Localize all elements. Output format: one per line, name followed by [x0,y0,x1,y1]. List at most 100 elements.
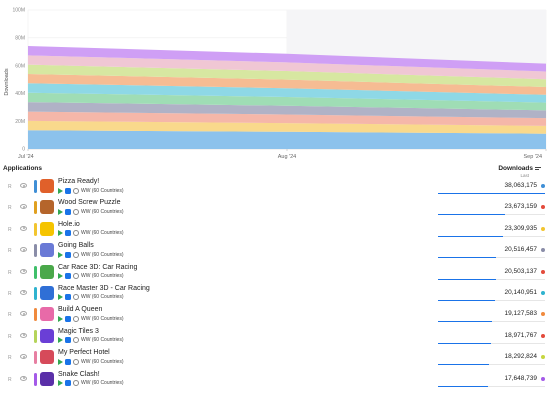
downloads-bar-fill [438,278,496,280]
app-icon[interactable] [40,350,54,365]
app-name[interactable]: Going Balls [58,242,94,250]
table-row[interactable]: R Pizza Ready! WW (60 Countries) 38,063,175 [0,176,551,197]
area-series-4[interactable] [28,92,546,111]
status-dot [541,333,545,338]
downloads-header[interactable]: Downloads [498,165,541,172]
app-store-icon [65,358,71,365]
google-play-icon [58,230,63,237]
globe-icon [73,273,79,280]
y-axis-label: Downloads [4,68,10,95]
y-tick-label: 40M [15,91,25,97]
eye-icon[interactable] [20,354,27,360]
downloads-header-label: Downloads [498,165,533,172]
app-icon[interactable] [40,371,54,386]
app-name[interactable]: Car Race 3D: Car Racing [58,263,138,271]
eye-icon[interactable] [20,247,27,253]
y-tick-label: 20M [15,119,25,125]
region-label: WW (60 Countries) [81,337,124,344]
series-color-swatch [34,372,37,386]
app-icon[interactable] [40,264,54,279]
eye-icon[interactable] [20,289,27,295]
app-icon[interactable] [40,307,54,322]
area-series-1[interactable] [28,120,546,134]
series-color-swatch [34,286,37,300]
status-dot [541,376,545,381]
app-name[interactable]: Wood Screw Puzzle [58,199,121,207]
area-series-6[interactable] [28,73,546,95]
area-series-7[interactable] [28,64,546,88]
app-icon[interactable] [40,285,54,300]
app-name[interactable]: Magic Tiles 3 [58,327,99,335]
app-store-icon [65,251,71,258]
series-color-swatch [34,308,37,322]
google-play-icon [58,273,63,280]
downloads-bar-fill [438,364,490,366]
eye-icon[interactable] [20,204,27,210]
google-play-icon [58,380,63,387]
globe-icon [73,380,79,387]
region-label: WW (60 Countries) [81,230,124,237]
downloads-bar-fill [438,193,545,194]
globe-icon [73,208,79,215]
downloads-bar-track [438,214,545,216]
app-icon[interactable] [40,221,54,236]
eye-icon[interactable] [20,311,27,317]
google-play-icon [58,208,63,215]
downloads-value: 20,140,951 [504,288,537,296]
eye-icon[interactable] [20,268,27,274]
downloads-value: 17,648,739 [504,374,537,382]
eye-icon[interactable] [20,183,27,188]
app-name[interactable]: Build A Queen [58,306,103,314]
table-row[interactable]: R Wood Screw Puzzle WW (60 Countries) 23,67… [0,197,551,218]
app-store-icon [65,380,71,387]
app-name[interactable]: Snake Clash! [58,370,100,378]
app-icon[interactable] [40,200,54,215]
google-play-icon [58,187,63,194]
app-icon[interactable] [40,328,54,343]
globe-icon [73,337,79,344]
list-header: Applications Downloads Last [0,164,551,180]
area-series-8[interactable] [28,55,546,80]
region-label: WW (60 Countries) [81,208,124,215]
downloads-bar-fill [438,321,492,323]
app-name[interactable]: My Perfect Hotel [58,349,110,357]
eye-icon[interactable] [20,332,27,338]
downloads-bar-track [438,299,545,301]
app-name[interactable]: Race Master 3D - Car Racing [58,284,150,292]
app-icon[interactable] [40,179,54,193]
app-name[interactable]: Hole.io [58,220,80,228]
app-store-icon [65,315,71,322]
eye-icon[interactable] [20,375,27,381]
eye-icon[interactable] [20,225,27,231]
y-axis-ticks: 0 20M 40M 60M 80M 100M [12,8,25,153]
app-list: R Pizza Ready! WW (60 Countries) 38,063,175… [0,176,551,390]
area-series-3[interactable] [28,102,546,119]
table-row[interactable]: R Race Master 3D - Car Racing WW (60 Count… [0,283,551,304]
downloads-value: 18,971,767 [504,331,537,339]
app-name[interactable]: Pizza Ready! [58,178,100,185]
sort-icon[interactable] [535,166,541,171]
globe-icon [73,230,79,237]
area-series-9[interactable] [28,46,546,72]
rank-label: R [8,333,12,340]
table-row[interactable]: R Car Race 3D: Car Racing WW (60 Countries… [0,262,551,283]
app-icon[interactable] [40,243,54,258]
app-meta: WW (60 Countries) [58,251,124,258]
table-row[interactable]: R Magic Tiles 3 WW (60 Countries) 18,971,76… [0,326,551,347]
y-tick-label: 60M [15,63,25,69]
table-row[interactable]: R Snake Clash! WW (60 Countries) 17,648,739 [0,369,551,390]
table-row[interactable]: R Going Balls WW (60 Countries) 20,516,457 [0,240,551,261]
area-series-0[interactable] [28,130,546,149]
status-dot [541,312,545,317]
downloads-bar-fill [438,342,492,344]
table-row[interactable]: R Hole.io WW (60 Countries) 23,309,935 [0,219,551,240]
table-row[interactable]: R My Perfect Hotel WW (60 Countries) 18,292… [0,347,551,368]
rank-label: R [8,312,12,319]
region-label: WW (60 Countries) [81,251,124,258]
app-meta: WW (60 Countries) [58,380,124,387]
table-row[interactable]: R Build A Queen WW (60 Countries) 19,127,58… [0,304,551,325]
app-store-icon [65,208,71,215]
area-series-2[interactable] [28,111,546,126]
area-series-5[interactable] [28,83,546,103]
